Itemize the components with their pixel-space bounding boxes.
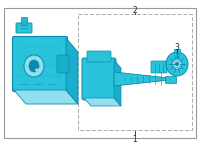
FancyBboxPatch shape [82, 58, 116, 100]
FancyBboxPatch shape [166, 76, 177, 83]
Polygon shape [114, 60, 121, 106]
Polygon shape [114, 72, 169, 86]
Bar [21, 17, 27, 25]
Ellipse shape [175, 62, 179, 66]
Ellipse shape [29, 60, 39, 72]
FancyBboxPatch shape [16, 23, 32, 33]
Polygon shape [84, 98, 121, 106]
Bar [174, 49, 180, 53]
FancyBboxPatch shape [12, 36, 68, 91]
Text: 2: 2 [133, 5, 137, 15]
FancyBboxPatch shape [57, 55, 69, 73]
Text: 3: 3 [175, 42, 179, 51]
Text: 1: 1 [133, 135, 137, 143]
Ellipse shape [166, 52, 188, 76]
Bar [4, 8, 196, 138]
Ellipse shape [172, 59, 182, 70]
FancyBboxPatch shape [151, 61, 167, 73]
Bar [78, 14, 192, 130]
Polygon shape [66, 38, 78, 104]
Ellipse shape [24, 55, 44, 77]
FancyBboxPatch shape [87, 51, 111, 62]
Ellipse shape [35, 69, 39, 71]
Polygon shape [14, 90, 78, 104]
